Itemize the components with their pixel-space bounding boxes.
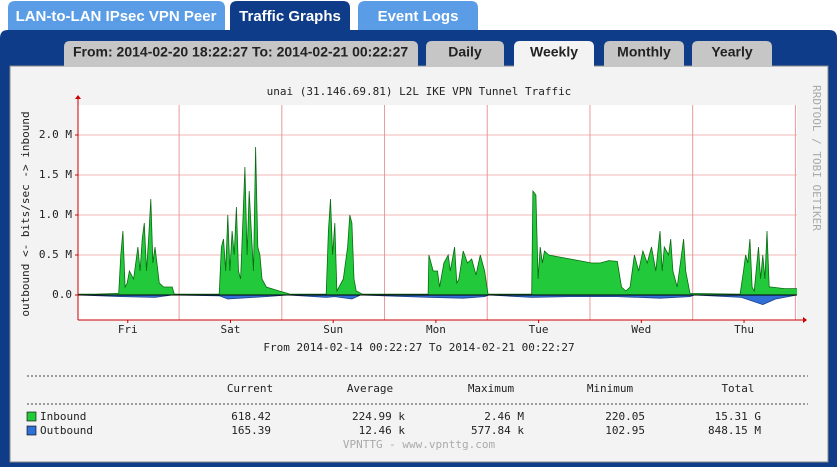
legend-label: Inbound: [40, 410, 86, 423]
y-tick-label: 1.5 M: [39, 168, 72, 181]
stat-value: 220.05: [605, 410, 645, 423]
stat-value: 577.84 k: [471, 424, 524, 437]
subtab-label[interactable]: Monthly: [617, 44, 671, 60]
legend-swatch: [26, 425, 37, 436]
subtab[interactable]: [604, 41, 684, 67]
stat-value: 12.46 k: [359, 424, 406, 437]
column-header: Average: [347, 382, 393, 395]
x-tick-label: Fri: [118, 323, 138, 336]
area-outline: [78, 146, 797, 295]
stat-value: 618.42: [231, 410, 271, 423]
footer: VPNTTG - www.vpnttg.com: [343, 438, 496, 451]
area: [78, 147, 797, 295]
stat-value: 224.99 k: [352, 410, 405, 423]
y-tick-label: 0.5 M: [39, 248, 72, 261]
stat-value: 165.39: [231, 424, 271, 437]
watermark: RRDTOOL / TOBI OETIKER: [810, 85, 823, 231]
period: From 2014-02-14 00:22:27 To 2014-02-21 0…: [263, 341, 574, 354]
stat-value: 848.15 M: [708, 424, 761, 437]
graph-title: unai (31.146.69.81) L2L IKE VPN Tunnel T…: [267, 85, 572, 98]
subtab[interactable]: [426, 41, 504, 67]
column-header: Current: [227, 382, 273, 395]
subtab-label[interactable]: Weekly: [530, 44, 578, 60]
tab[interactable]: [8, 1, 225, 30]
arrow: [803, 317, 807, 323]
subtab-label[interactable]: Yearly: [711, 44, 752, 60]
subtab-label[interactable]: Daily: [448, 44, 482, 60]
x-tick-label: Sat: [221, 323, 241, 336]
stat-value: 2.46 M: [484, 410, 524, 423]
y-tick-label: 2.0 M: [39, 128, 72, 141]
column-header: Minimum: [587, 382, 634, 395]
legend-label: Outbound: [40, 424, 93, 437]
range-label: From: 2014-02-20 18:22:27 To: 2014-02-21…: [73, 44, 408, 60]
subtab[interactable]: [692, 41, 772, 67]
legend-swatch: [26, 411, 37, 422]
tab-label[interactable]: Event Logs: [378, 8, 459, 25]
range-tab: [64, 41, 418, 67]
column-header: Total: [721, 382, 754, 395]
x-tick-label: Mon: [426, 323, 446, 336]
y-tick-label: 0.0: [52, 288, 72, 301]
area-outline: [77, 294, 798, 306]
tab-active[interactable]: [230, 1, 350, 30]
y-tick-label: 1.0 M: [39, 208, 72, 221]
stat-value: 15.31 G: [715, 410, 761, 423]
tab[interactable]: [358, 1, 478, 30]
arrow: [75, 95, 81, 99]
stat-value: 102.95: [605, 424, 645, 437]
x-tick-label: Thu: [734, 323, 754, 336]
area: [78, 295, 797, 305]
x-tick-label: Wed: [631, 323, 651, 336]
column-header: Maximum: [468, 382, 515, 395]
subtab-active[interactable]: [514, 41, 594, 67]
x-tick-label: Sun: [323, 323, 343, 336]
tab-label[interactable]: LAN-to-LAN IPsec VPN Peer: [16, 8, 217, 25]
tab-label[interactable]: Traffic Graphs: [239, 8, 341, 25]
y-axis-label: outbound <- bits/sec -> inbound: [19, 111, 32, 316]
x-tick-label: Tue: [529, 323, 549, 336]
